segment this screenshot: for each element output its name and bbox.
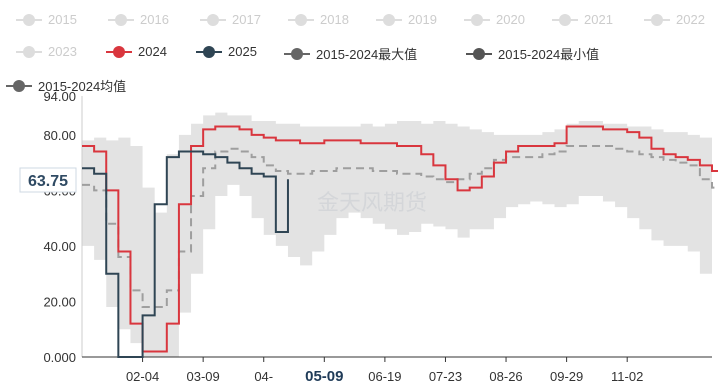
current-value-box [19,167,77,193]
legend-label: 2015-2024均值 [38,79,127,94]
watermark: 金天风期货 [317,190,427,215]
x-tick-label: 09-29 [550,369,583,384]
legend-label: 2021 [584,12,613,27]
legend-marker-icon [16,45,42,59]
x-tick-label: 07-23 [429,369,462,384]
legend-label: 2023 [48,44,77,59]
legend-item[interactable]: 2020 [464,12,525,27]
legend-item[interactable]: 2016 [108,12,169,27]
y-tick-label: 0.000 [43,350,76,365]
legend-label: 2019 [408,12,437,27]
x-tick-label: 11-02 [611,369,643,384]
legend-marker-icon [644,13,670,27]
legend-marker-icon [106,45,132,59]
legend-label: 2020 [496,12,525,27]
series-line-2025 [82,150,289,358]
series-line-2024 [82,125,718,353]
legend-marker-icon [196,45,222,59]
x-tick-label: 06-19 [368,369,401,384]
legend-label: 2025 [228,44,257,59]
y-tick-label: 20.00 [43,294,76,309]
legend-marker-icon [200,13,226,27]
legend-label: 2018 [320,12,349,27]
series-line-average [82,144,718,309]
legend-label: 2017 [232,12,261,27]
x-tick-label: 04- [254,369,273,384]
x-tick-label: 08-26 [489,369,522,384]
legend-item[interactable]: 2015 [16,12,77,27]
chart-legend: 2015 2016 2017 2018 2019 2020 2021 2022 2023 2024… [0,0,718,100]
y-tick-label: 80.00 [43,128,76,143]
max-min-band [82,112,712,357]
legend-label: 2015 [48,12,77,27]
y-tick-label: 40.00 [43,239,76,254]
legend-marker-icon [552,13,578,27]
legend-marker-icon [464,13,490,27]
legend-label: 2015-2024最小值 [498,47,600,62]
current-value-label: 63.75 [28,173,68,190]
legend-item[interactable]: 2017 [200,12,261,27]
legend-marker-icon [108,13,134,27]
legend-label: 2022 [676,12,705,27]
y-tick-label: 94.00 [43,89,76,104]
legend-item[interactable]: 2019 [376,12,437,27]
legend-item[interactable]: 2015-2024最小值 [466,44,599,63]
legend-label: 2016 [140,12,169,27]
legend-item[interactable]: 2025 [196,44,257,59]
legend-marker-icon [6,79,32,93]
legend-item[interactable]: 2021 [552,12,613,27]
legend-item[interactable]: 2015-2024均值 [6,76,126,95]
legend-marker-icon [288,13,314,27]
x-tick-label: 02-04 [126,369,159,384]
legend-marker-icon [466,47,492,61]
x-tick-label: 03-09 [187,369,220,384]
x-tick-label-highlight: 05-09 [305,368,343,385]
legend-label: 2015-2024最大值 [316,47,418,62]
legend-item[interactable]: 2018 [288,12,349,27]
legend-marker-icon [284,47,310,61]
legend-item[interactable]: 2024 [106,44,167,59]
legend-item[interactable]: 2015-2024最大值 [284,44,417,63]
legend-item[interactable]: 2023 [16,44,77,59]
legend-marker-icon [376,13,402,27]
legend-marker-icon [16,13,42,27]
legend-label: 2024 [138,44,167,59]
legend-item[interactable]: 2022 [644,12,705,27]
